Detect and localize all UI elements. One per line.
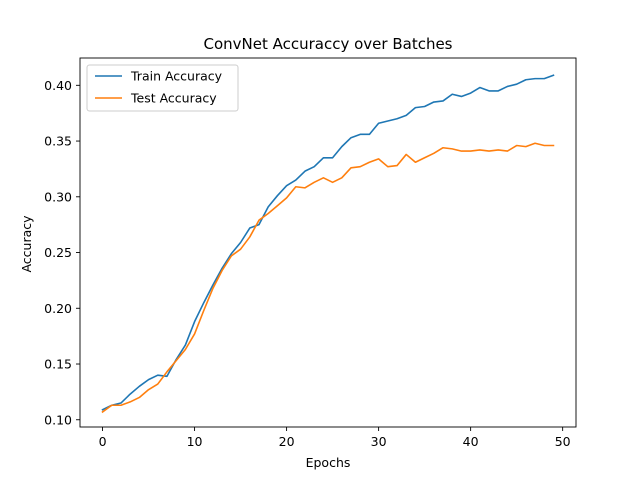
y-tick-label-4: 0.30 [44, 189, 72, 204]
x-axis-title: Epochs [306, 455, 351, 470]
axes-frame [79, 57, 577, 428]
series-line-1 [101, 142, 555, 414]
x-tick-label-4: 40 [463, 434, 479, 449]
legend-label-1: Test Accuracy [130, 91, 217, 106]
y-tick-label-1: 0.15 [44, 357, 72, 372]
y-tick-label-0: 0.10 [44, 412, 72, 427]
x-tick-label-0: 0 [99, 434, 107, 449]
y-tick-label-3: 0.25 [44, 245, 72, 260]
y-tick-label-6: 0.40 [44, 78, 72, 93]
x-tick-label-3: 30 [371, 434, 387, 449]
legend-box [86, 64, 239, 112]
y-tick-label-2: 0.20 [44, 301, 72, 316]
series-line-0 [101, 74, 555, 411]
y-axis-title: Accuracy [19, 215, 34, 273]
x-tick-label-1: 10 [187, 434, 203, 449]
chart-title: ConvNet Accuraccy over Batches [203, 35, 452, 53]
x-tick-label-2: 20 [279, 434, 295, 449]
x-tick-label-5: 50 [555, 434, 571, 449]
plot-area: 0 10 20 30 40 50 0.10 0.15 0.20 0.25 0.30 0.35 0.40 T… [44, 57, 577, 449]
legend-label-0: Train Accuracy [130, 69, 223, 84]
y-tick-label-5: 0.35 [44, 134, 72, 149]
